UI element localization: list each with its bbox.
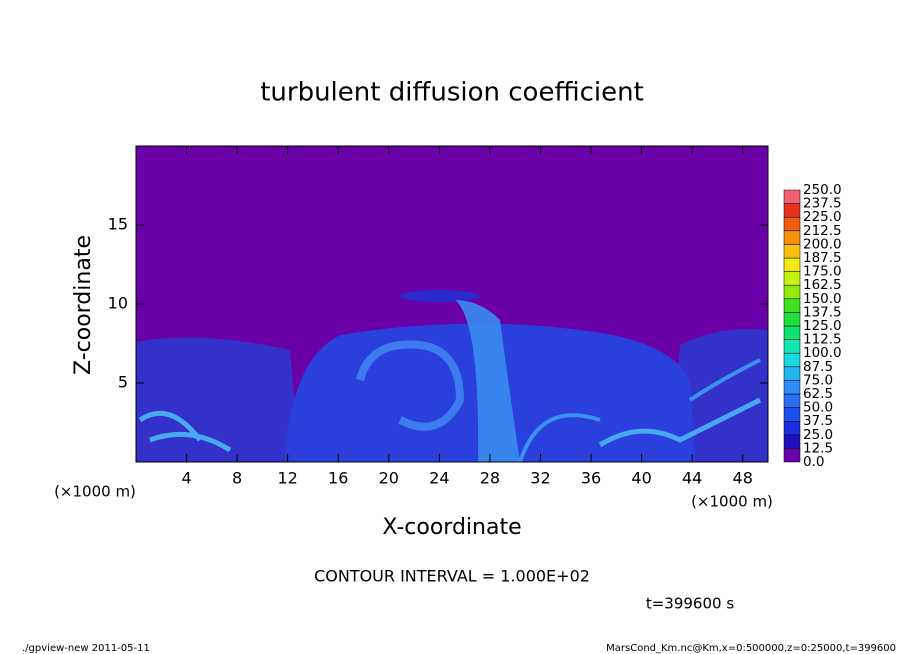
colorbar-band <box>783 352 801 368</box>
x-tick-label: 40 <box>631 469 651 488</box>
colorbar-label: 87.5 <box>803 359 833 375</box>
y-tick-label: 15 <box>108 215 128 234</box>
colorbar-label: 0.0 <box>803 454 824 470</box>
x-unit-label: (×1000 m) <box>691 493 773 511</box>
colorbar-label: 50.0 <box>803 400 833 416</box>
colorbar-band <box>783 284 801 300</box>
x-tick-label: 48 <box>733 469 753 488</box>
x-tick-label: 28 <box>480 469 500 488</box>
colorbar-label: 37.5 <box>803 413 833 429</box>
colorbar-band <box>783 298 801 313</box>
colorbar-band <box>783 420 801 436</box>
y-axis-label: Z-coordinate <box>71 235 96 375</box>
colorbar-label: 237.5 <box>803 196 842 212</box>
time-label: t=399600 s <box>646 595 734 613</box>
colorbar-band <box>783 257 801 272</box>
field-shading <box>136 290 768 462</box>
colorbar-label: 12.5 <box>803 440 833 456</box>
colorbar-band <box>783 407 801 422</box>
colorbar-label: 100.0 <box>803 345 842 361</box>
colorbar-label: 187.5 <box>803 250 842 266</box>
colorbar-label: 75.0 <box>803 372 833 388</box>
colorbar-label: 150.0 <box>803 291 842 307</box>
footer-left: ./gpview-new 2011-05-11 <box>22 643 150 654</box>
x-tick-label: 20 <box>379 469 399 488</box>
contour-interval: CONTOUR INTERVAL = 1.000E+02 <box>314 567 590 586</box>
colorbar-label: 162.5 <box>803 277 842 293</box>
colorbar-label: 225.0 <box>803 209 842 225</box>
x-axis-label: X-coordinate <box>382 515 521 540</box>
colorbar-label: 250.0 <box>803 182 842 198</box>
colorbar-band <box>783 434 801 449</box>
footer-right: MarsCond_Km.nc@Km,x=0:500000,z=0:25000,t… <box>606 643 896 654</box>
x-unit-label: (×1000 m) <box>54 483 136 501</box>
colorbar-band <box>783 203 801 218</box>
x-tick-label: 32 <box>530 469 550 488</box>
colorbar-label: 62.5 <box>803 386 833 402</box>
colorbar-band <box>783 339 801 354</box>
x-tick-label: 8 <box>232 469 242 488</box>
chart-title: turbulent diffusion coefficient <box>260 78 644 108</box>
colorbar-band <box>783 230 801 245</box>
x-tick-label: 24 <box>429 469 449 488</box>
colorbar-label: 25.0 <box>803 427 833 443</box>
colorbar-band <box>783 271 801 286</box>
colorbar-band <box>783 380 801 395</box>
colorbar-band <box>783 393 801 408</box>
colorbar-label: 125.0 <box>803 318 842 334</box>
x-tick-label: 44 <box>682 469 702 488</box>
colorbar-band <box>783 216 801 232</box>
x-tick-label: 4 <box>181 469 191 488</box>
x-tick-label: 16 <box>328 469 348 488</box>
colorbar-label: 112.5 <box>803 332 842 348</box>
colorbar-band <box>783 448 801 463</box>
x-tick-label: 36 <box>581 469 601 488</box>
colorbar-label: 137.5 <box>803 304 842 320</box>
colorbar-label: 212.5 <box>803 223 842 239</box>
colorbar-label: 200.0 <box>803 236 842 252</box>
x-tick-label: 12 <box>278 469 298 488</box>
colorbar-band <box>783 244 801 259</box>
colorbar-band <box>783 366 801 381</box>
colorbar-label: 175.0 <box>803 264 842 280</box>
y-tick-label: 5 <box>118 373 128 392</box>
colorbar-band <box>783 325 801 340</box>
y-tick-label: 10 <box>108 294 128 313</box>
colorbar-band <box>783 189 801 204</box>
colorbar-band <box>783 312 801 327</box>
